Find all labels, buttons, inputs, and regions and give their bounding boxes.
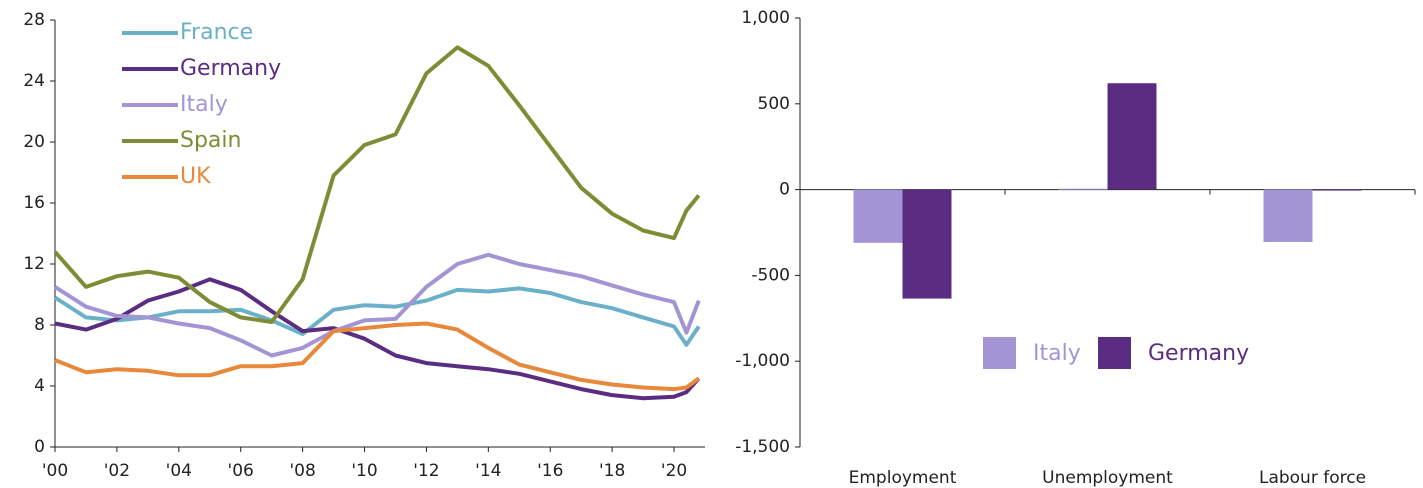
legend-label: Italy xyxy=(180,92,228,117)
x-tick-label: Employment xyxy=(849,468,957,488)
y-tick-label: 16 xyxy=(23,193,45,213)
y-tick-label: -500 xyxy=(751,265,790,285)
y-tick-label: 0 xyxy=(779,180,790,200)
legend-label: Spain xyxy=(180,128,241,153)
line-series xyxy=(53,252,701,358)
x-tick-label: '12 xyxy=(413,461,439,481)
legend-label: Germany xyxy=(180,56,281,81)
y-tick-label: 20 xyxy=(23,132,45,152)
y-tick-label: 500 xyxy=(758,94,790,114)
legend-label: UK xyxy=(180,164,211,189)
line-series xyxy=(53,45,701,324)
y-tick-label: -1,000 xyxy=(735,351,790,371)
x-tick-label: Unemployment xyxy=(1042,468,1173,488)
x-tick-label: '00 xyxy=(42,461,68,481)
legend-swatch xyxy=(1098,337,1131,369)
x-tick-label: '02 xyxy=(104,461,130,481)
bar xyxy=(1263,189,1313,242)
bar xyxy=(1107,83,1157,190)
y-tick-label: 24 xyxy=(23,71,45,91)
x-tick-label: '18 xyxy=(599,461,625,481)
x-tick-label: '04 xyxy=(166,461,192,481)
y-tick-label: 4 xyxy=(34,376,45,396)
x-tick-label: '14 xyxy=(475,461,501,481)
y-tick-label: 1,000 xyxy=(741,8,790,28)
x-tick-label: '08 xyxy=(289,461,315,481)
legend-label: Germany xyxy=(1148,341,1249,366)
legend-swatch xyxy=(983,337,1016,369)
bar xyxy=(1058,188,1108,190)
x-tick-label: '10 xyxy=(351,461,377,481)
line-series xyxy=(54,277,701,401)
bar xyxy=(1312,189,1362,191)
y-tick-label: 0 xyxy=(34,437,45,457)
y-tick-label: -1,500 xyxy=(735,437,790,457)
x-tick-label: '06 xyxy=(228,461,254,481)
legend-label: France xyxy=(180,20,253,45)
x-tick-label: '20 xyxy=(661,461,687,481)
y-tick-label: 28 xyxy=(23,10,45,30)
legend-label: Italy xyxy=(1033,341,1081,366)
x-tick-label: Labour force xyxy=(1259,468,1366,488)
x-tick-label: '16 xyxy=(537,461,563,481)
y-tick-label: 12 xyxy=(23,254,45,274)
line-series xyxy=(53,286,701,347)
bar xyxy=(853,189,903,243)
line-series xyxy=(54,321,700,392)
bar xyxy=(902,189,952,299)
y-tick-label: 8 xyxy=(34,315,45,335)
